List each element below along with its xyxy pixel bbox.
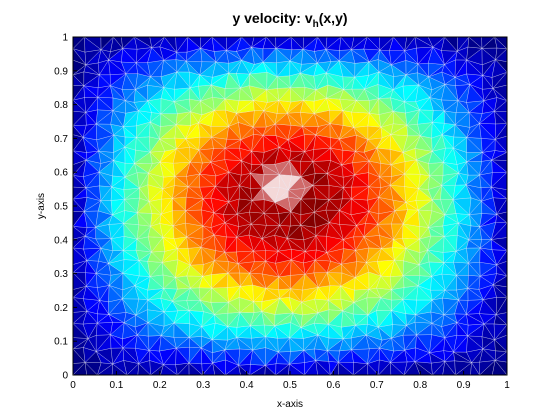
y-tick-label: 0.3 [54,269,68,280]
mesh-triangle [149,37,165,48]
mesh-triangle [427,37,445,48]
x-tick-label: 0 [70,380,76,391]
y-tick-label: 0.2 [54,303,68,314]
mesh-triangle [200,37,213,49]
x-tick-label: 0.1 [109,380,123,391]
x-axis-label: x-axis [277,399,303,410]
y-tick-label: 0 [62,371,68,382]
mesh-triangle [121,37,135,50]
x-tick-label: 0.6 [326,380,340,391]
title-subscript: h [313,19,319,30]
y-tick-label: 0.8 [54,100,68,111]
y-tick-label: 0.4 [54,235,68,246]
y-tick-label: 0.1 [54,337,68,348]
mesh-triangle [73,37,85,49]
chart-title: y velocity: vh(x,y) [232,10,347,30]
x-tick-label: 0.7 [370,380,384,391]
x-tick-label: 0.9 [457,380,471,391]
mesh-triangle [175,37,188,53]
mesh-triangle [226,37,242,51]
y-axis-ticks: 0 0.1 0.2 0.3 0.4 0.5 0.6 0.7 0.8 0.9 1 [54,33,77,382]
mesh-triangle [379,37,394,51]
velocity-field-mesh [73,37,507,375]
x-axis-ticks: 0 0.1 0.2 0.3 0.4 0.5 0.6 0.7 0.8 0.9 1 [70,371,510,391]
x-tick-label: 0.4 [240,380,254,391]
y-tick-label: 0.9 [54,66,68,77]
y-tick-label: 0.7 [54,134,68,145]
x-tick-label: 0.8 [413,380,427,391]
x-tick-label: 0.3 [196,380,210,391]
mesh-triangle [100,37,114,51]
mesh-triangle [457,37,470,52]
mesh-triangle [494,37,507,50]
y-tick-label: 0.5 [54,202,68,213]
y-tick-label: 1 [62,33,68,44]
mesh-triangle [404,37,416,51]
mesh-triangle [351,37,368,51]
mesh-triangle [251,37,267,48]
x-tick-label: 1 [504,380,510,391]
mesh-triangle [275,37,292,49]
x-tick-label: 0.2 [153,380,167,391]
y-tick-label: 0.6 [54,168,68,179]
x-tick-label: 0.5 [283,380,297,391]
mesh-triangle [302,37,318,50]
mesh-triangle [481,37,495,49]
y-axis-label: y-axis [36,193,47,219]
mesh-triangle [325,37,342,50]
